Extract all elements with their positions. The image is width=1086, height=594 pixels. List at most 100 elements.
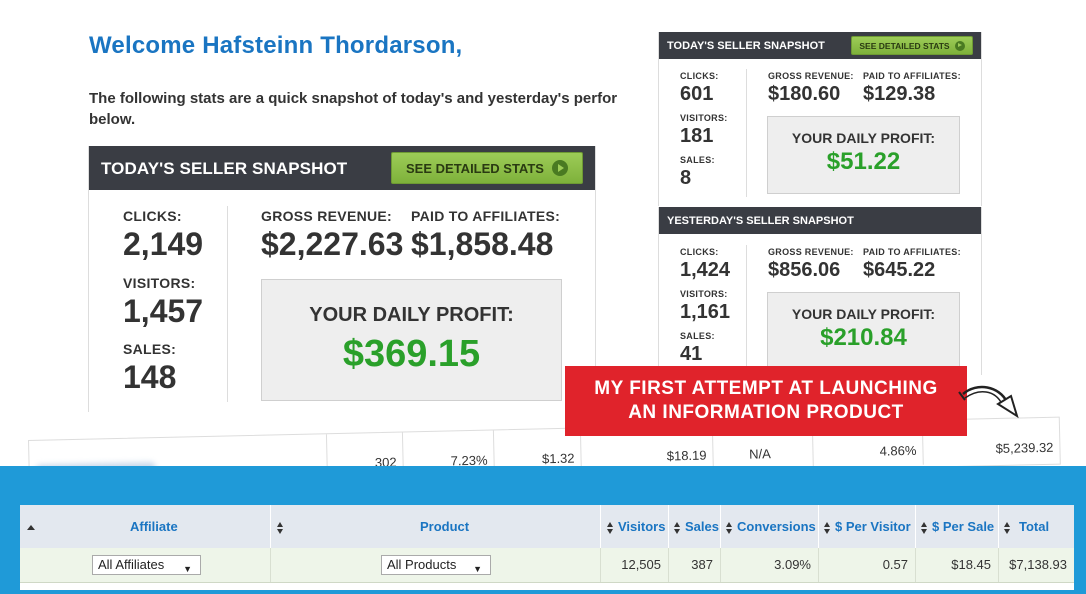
sales-value: 8 <box>680 167 692 189</box>
clicks-value: 1,424 <box>680 259 731 281</box>
clicks-value: 601 <box>680 83 714 105</box>
table-totals-row: All Affiliates ▼ All Products ▼ 12,505 3… <box>20 548 1074 583</box>
sales-total-cell: 387 <box>669 548 721 582</box>
gross-revenue-value: $856.06 <box>768 259 841 281</box>
yesterday-snapshot-small-title: YESTERDAY'S SELLER SNAPSHOT <box>667 215 854 227</box>
product-column-header[interactable]: Product <box>271 505 601 548</box>
total-header-label: Total <box>1019 519 1050 534</box>
column-divider <box>227 206 228 402</box>
total-column-header[interactable]: Total <box>999 505 1074 548</box>
daily-profit-label: YOUR DAILY PROFIT: <box>309 304 514 326</box>
sort-icon <box>726 521 733 534</box>
column-divider <box>746 69 747 197</box>
daily-profit-value: $210.84 <box>820 324 907 351</box>
stats-report-table: Affiliate Product Visitors Sales Convers… <box>20 505 1074 590</box>
sort-ascending-icon <box>27 525 35 531</box>
sales-value: 148 <box>123 359 177 395</box>
sales-header-label: Sales <box>685 519 719 534</box>
today-snapshot-header: TODAY'S SELLER SNAPSHOT SEE DETAILED STA… <box>89 146 595 190</box>
see-detailed-stats-small-button[interactable]: SEE DETAILED STATS <box>851 36 973 55</box>
per-visitor-column-header[interactable]: $ Per Visitor <box>819 505 916 548</box>
callout-line-1: MY FIRST ATTEMPT AT LAUNCHING <box>594 378 938 399</box>
table-header-row: Affiliate Product Visitors Sales Convers… <box>20 505 1074 548</box>
column-divider <box>746 245 747 370</box>
per-sale-header-label: $ Per Sale <box>932 519 995 534</box>
sort-icon <box>277 521 284 534</box>
product-filter-value: All Products <box>387 557 457 572</box>
visitors-total-cell: 12,505 <box>601 548 669 582</box>
paid-to-affiliates-value: $129.38 <box>863 83 936 105</box>
clicks-label: CLICKS: <box>123 208 182 224</box>
affiliate-header-label: Affiliate <box>130 519 178 534</box>
affiliate-filter-cell: All Affiliates ▼ <box>20 548 271 582</box>
daily-profit-box: YOUR DAILY PROFIT: $369.15 <box>261 279 562 401</box>
see-detailed-stats-button[interactable]: SEE DETAILED STATS <box>391 152 583 184</box>
today-snapshot-title: TODAY'S SELLER SNAPSHOT <box>101 159 348 178</box>
product-filter-select[interactable]: All Products ▼ <box>381 555 491 575</box>
visitors-value: 181 <box>680 125 714 147</box>
visitors-label: VISITORS: <box>680 113 728 123</box>
visitors-label: VISITORS: <box>123 275 196 291</box>
clicks-label: CLICKS: <box>680 247 719 257</box>
sort-icon <box>607 521 614 534</box>
sort-icon <box>1004 521 1011 534</box>
clicks-value: 2,149 <box>123 226 204 262</box>
gross-revenue-label: GROSS REVENUE: <box>768 247 854 257</box>
conversions-total-cell: 3.09% <box>721 548 819 582</box>
today-snapshot-panel: TODAY'S SELLER SNAPSHOT SEE DETAILED STA… <box>88 146 596 412</box>
sales-label: SALES: <box>680 155 715 165</box>
callout-line-2: AN INFORMATION PRODUCT <box>628 402 904 423</box>
product-header-label: Product <box>420 519 470 534</box>
per-sale-column-header[interactable]: $ Per Sale <box>916 505 999 548</box>
affiliate-filter-select[interactable]: All Affiliates ▼ <box>92 555 201 575</box>
per-visitor-header-label: $ Per Visitor <box>835 519 911 534</box>
chevron-down-icon: ▼ <box>183 564 192 574</box>
visitors-label: VISITORS: <box>680 289 728 299</box>
visitors-value: 1,457 <box>123 293 204 329</box>
paid-to-affiliates-value: $645.22 <box>863 259 936 281</box>
per-sale-total-cell: $18.45 <box>916 548 999 582</box>
visitors-value: 1,161 <box>680 301 731 323</box>
sort-icon <box>674 521 681 534</box>
yesterday-snapshot-small-header: YESTERDAY'S SELLER SNAPSHOT <box>659 207 981 234</box>
sales-label: SALES: <box>680 331 715 341</box>
chevron-down-icon: ▼ <box>473 564 482 574</box>
visitors-column-header[interactable]: Visitors <box>601 505 669 548</box>
daily-profit-value: $369.15 <box>342 333 481 375</box>
daily-profit-value: $51.22 <box>826 148 901 175</box>
see-detailed-stats-small-label: SEE DETAILED STATS <box>859 40 950 51</box>
gross-revenue-label: GROSS REVENUE: <box>261 208 392 224</box>
conversions-column-header[interactable]: Conversions <box>721 505 819 548</box>
affiliate-filter-value: All Affiliates <box>98 557 165 572</box>
callout-banner: MY FIRST ATTEMPT AT LAUNCHING AN INFORMA… <box>565 366 967 436</box>
today-snapshot-small-header: TODAY'S SELLER SNAPSHOT SEE DETAILED STA… <box>659 32 981 59</box>
today-snapshot-small-panel: TODAY'S SELLER SNAPSHOT SEE DETAILED STA… <box>658 32 982 206</box>
clicks-label: CLICKS: <box>680 71 719 81</box>
visitors-header-label: Visitors <box>618 519 666 534</box>
paid-to-affiliates-label: PAID TO AFFILIATES: <box>411 208 561 224</box>
daily-profit-label: YOUR DAILY PROFIT: <box>791 130 936 146</box>
sales-column-header[interactable]: Sales <box>669 505 721 548</box>
product-filter-cell: All Products ▼ <box>271 548 601 582</box>
daily-profit-box: YOUR DAILY PROFIT: $210.84 <box>767 292 960 369</box>
sort-icon <box>824 521 831 534</box>
welcome-title: Welcome Hafsteinn Thordarson, <box>89 32 463 59</box>
see-detailed-stats-label: SEE DETAILED STATS <box>406 160 544 176</box>
conversions-header-label: Conversions <box>737 519 816 534</box>
play-arrow-icon <box>954 40 965 51</box>
sort-icon <box>921 521 928 534</box>
today-snapshot-small-title: TODAY'S SELLER SNAPSHOT <box>667 40 825 52</box>
paid-to-affiliates-value: $1,858.48 <box>411 226 554 262</box>
per-visitor-total-cell: 0.57 <box>819 548 916 582</box>
grand-total-cell: $7,138.93 <box>1009 557 1067 572</box>
daily-profit-label: YOUR DAILY PROFIT: <box>791 306 936 322</box>
sales-label: SALES: <box>123 341 177 357</box>
gross-revenue-value: $180.60 <box>768 83 841 105</box>
daily-profit-box: YOUR DAILY PROFIT: $51.22 <box>767 116 960 194</box>
paid-to-affiliates-label: PAID TO AFFILIATES: <box>863 247 961 257</box>
curved-arrow-icon <box>958 385 1019 419</box>
yesterday-snapshot-small-panel: YESTERDAY'S SELLER SNAPSHOT CLICKS: 1,42… <box>658 207 982 375</box>
affiliate-column-header[interactable]: Affiliate <box>20 505 271 548</box>
gross-revenue-label: GROSS REVENUE: <box>768 71 854 81</box>
play-arrow-icon <box>551 160 568 176</box>
